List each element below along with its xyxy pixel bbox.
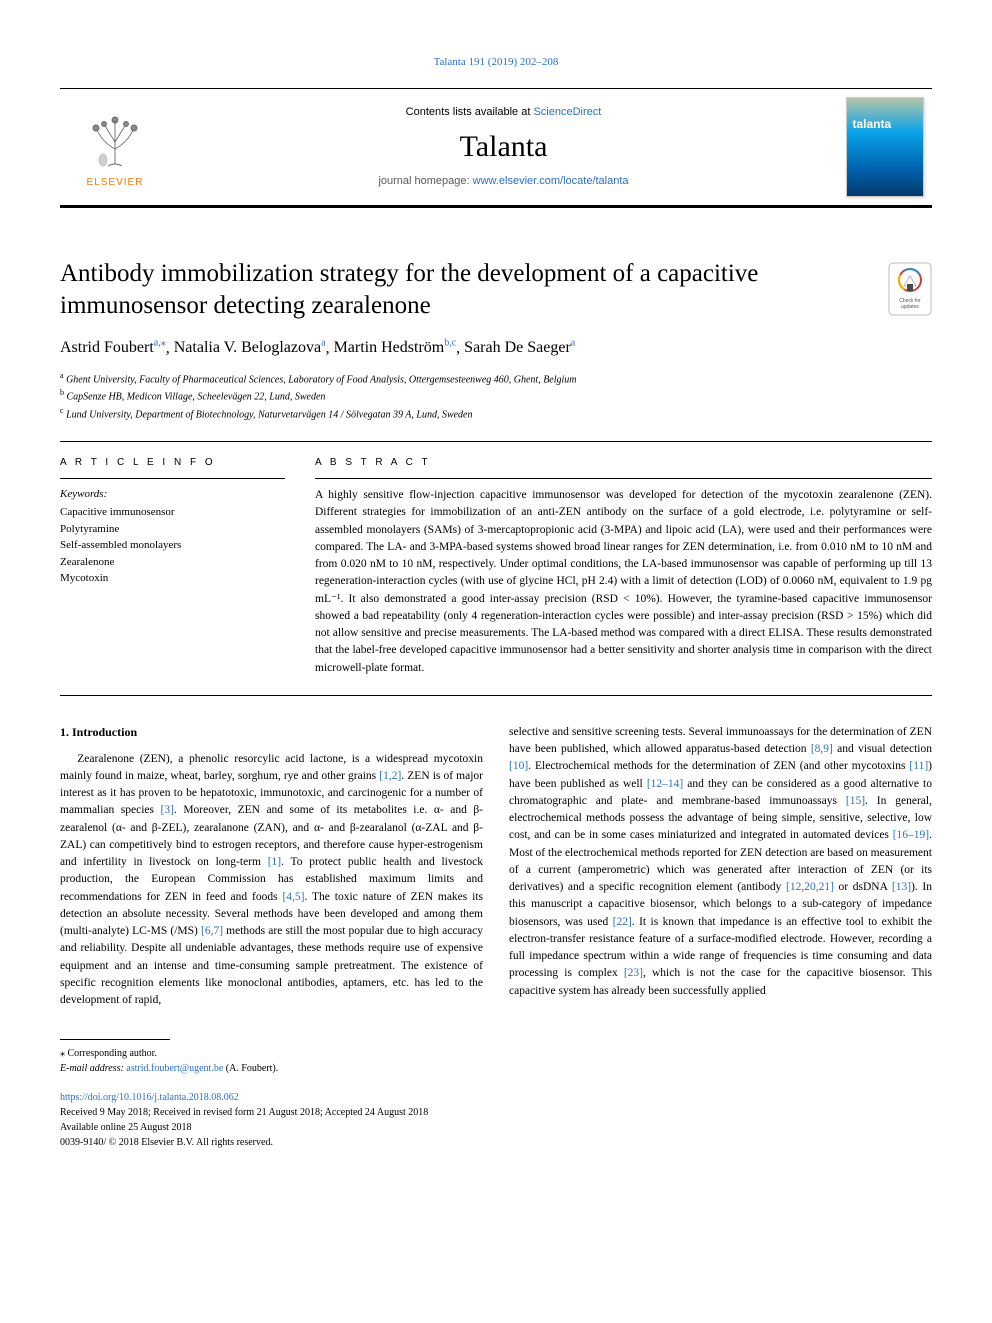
author: Astrid Fouberta,⁎ <box>60 339 166 356</box>
publisher-logo-block: ELSEVIER <box>60 104 170 190</box>
keyword: Self-assembled monolayers <box>60 537 285 554</box>
info-abstract-row: A R T I C L E I N F O Keywords: Capaciti… <box>60 456 932 677</box>
homepage-link[interactable]: www.elsevier.com/locate/talanta <box>473 175 629 187</box>
author-marks: a,⁎ <box>154 338 166 349</box>
citation-ref[interactable]: [22] <box>613 916 632 928</box>
citation-ref[interactable]: [12–14] <box>647 778 683 790</box>
authors: Astrid Fouberta,⁎, Natalia V. Beloglazov… <box>60 337 932 360</box>
intro-text-right: selective and sensitive screening tests.… <box>509 724 932 1000</box>
cover-thumb-wrap: talanta <box>837 97 932 197</box>
journal-name: Talanta <box>170 126 837 168</box>
author-marks: a <box>321 338 325 349</box>
citation-ref[interactable]: [10] <box>509 760 528 772</box>
citation-ref[interactable]: [16–19] <box>893 829 929 841</box>
article-title: Antibody immobilization strategy for the… <box>60 258 870 321</box>
footnote-rule <box>60 1039 170 1040</box>
info-rule <box>60 478 285 479</box>
affiliation: c Lund University, Department of Biotech… <box>60 405 932 423</box>
citation-ref[interactable]: [4,5] <box>282 891 304 903</box>
corresponding-footnote: ⁎ Corresponding author. E-mail address: … <box>60 1046 932 1076</box>
article-info-heading: A R T I C L E I N F O <box>60 456 285 470</box>
abstract-col: A B S T R A C T A highly sensitive flow-… <box>315 456 932 677</box>
citation-ref[interactable]: [12,20,21] <box>786 881 834 893</box>
abstract-text: A highly sensitive flow-injection capaci… <box>315 487 932 677</box>
citation-ref[interactable]: [8,9] <box>811 743 833 755</box>
citation-ref[interactable]: [11] <box>909 760 928 772</box>
author-marks: b,c <box>444 338 456 349</box>
cover-label: talanta <box>853 116 892 133</box>
email-label: E-mail address: <box>60 1063 126 1074</box>
affiliation: b CapSenze HB, Medicon Village, Scheelev… <box>60 387 932 405</box>
body-two-column: 1. Introduction Zearalenone (ZEN), a phe… <box>60 724 932 1010</box>
keywords-list: Capacitive immunosensorPolytyramineSelf-… <box>60 504 285 587</box>
citation-ref[interactable]: [15] <box>846 795 865 807</box>
masthead-center: Contents lists available at ScienceDirec… <box>170 105 837 190</box>
keyword: Zearalenone <box>60 554 285 571</box>
svg-text:updates: updates <box>901 304 919 310</box>
abstract-heading: A B S T R A C T <box>315 456 932 470</box>
email-link[interactable]: astrid.foubert@ugent.be <box>126 1063 223 1074</box>
homepage-line: journal homepage: www.elsevier.com/locat… <box>170 174 837 189</box>
keyword: Capacitive immunosensor <box>60 504 285 521</box>
email-line: E-mail address: astrid.foubert@ugent.be … <box>60 1061 932 1076</box>
check-for-updates-badge[interactable]: Check for updates <box>888 262 932 316</box>
homepage-prefix: journal homepage: <box>378 175 472 187</box>
keywords-label: Keywords: <box>60 487 285 502</box>
publisher-name: ELSEVIER <box>87 176 144 190</box>
body-right-col: selective and sensitive screening tests.… <box>509 724 932 1010</box>
citation-ref[interactable]: [3] <box>161 804 174 816</box>
keyword: Polytyramine <box>60 521 285 538</box>
rule-above-abstract <box>60 441 932 442</box>
body-left-col: 1. Introduction Zearalenone (ZEN), a phe… <box>60 724 483 1010</box>
citation-ref[interactable]: [6,7] <box>201 925 223 937</box>
running-header: Talanta 191 (2019) 202–208 <box>60 55 932 70</box>
intro-text-left: Zearalenone (ZEN), a phenolic resorcylic… <box>60 751 483 1010</box>
cover-thumbnail: talanta <box>846 97 924 197</box>
doi-link[interactable]: https://doi.org/10.1016/j.talanta.2018.0… <box>60 1092 239 1103</box>
article-info-col: A R T I C L E I N F O Keywords: Capaciti… <box>60 456 285 677</box>
contents-line: Contents lists available at ScienceDirec… <box>170 105 837 120</box>
citation-ref[interactable]: [23] <box>624 967 643 979</box>
footer-block: https://doi.org/10.1016/j.talanta.2018.0… <box>60 1090 932 1150</box>
intro-heading: 1. Introduction <box>60 724 483 741</box>
corresponding-label: ⁎ Corresponding author. <box>60 1046 932 1061</box>
title-block: Antibody immobilization strategy for the… <box>60 258 932 321</box>
copyright-line: 0039-9140/ © 2018 Elsevier B.V. All righ… <box>60 1135 932 1150</box>
history-line: Received 9 May 2018; Received in revised… <box>60 1105 932 1120</box>
title-text-wrap: Antibody immobilization strategy for the… <box>60 258 870 321</box>
citation-ref[interactable]: [1] <box>268 856 281 868</box>
author: Martin Hedströmb,c <box>334 339 457 356</box>
email-attribution: (A. Foubert). <box>223 1063 278 1074</box>
keyword: Mycotoxin <box>60 570 285 587</box>
page-root: Talanta 191 (2019) 202–208 <box>0 0 992 1190</box>
author: Sarah De Saegera <box>464 339 575 356</box>
masthead: ELSEVIER Contents lists available at Sci… <box>60 88 932 208</box>
available-line: Available online 25 August 2018 <box>60 1120 932 1135</box>
citation-ref[interactable]: [13] <box>892 881 911 893</box>
author: Natalia V. Beloglazovaa <box>174 339 326 356</box>
contents-prefix: Contents lists available at <box>406 106 534 118</box>
elsevier-tree-icon <box>80 104 150 174</box>
abstract-rule <box>315 478 932 479</box>
author-marks: a <box>571 338 575 349</box>
citation-ref[interactable]: [1,2] <box>379 770 401 782</box>
affiliations: a Ghent University, Faculty of Pharmaceu… <box>60 370 932 423</box>
sciencedirect-link[interactable]: ScienceDirect <box>533 106 601 118</box>
rule-below-abstract <box>60 695 932 696</box>
affiliation: a Ghent University, Faculty of Pharmaceu… <box>60 370 932 388</box>
